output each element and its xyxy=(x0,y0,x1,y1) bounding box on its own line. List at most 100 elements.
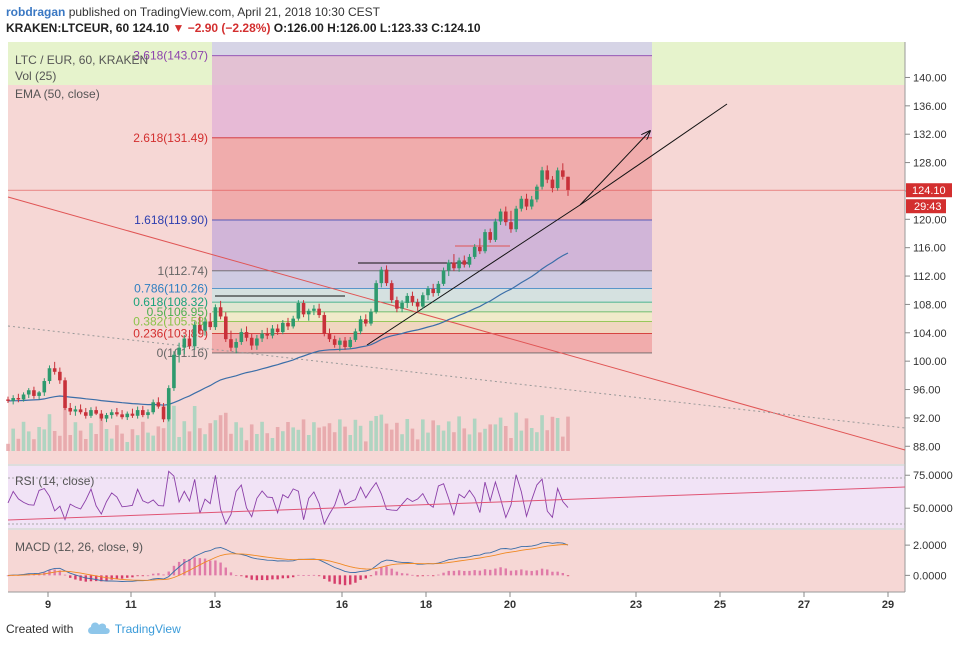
macd-hist-bar xyxy=(188,559,191,576)
candle-body xyxy=(11,398,15,401)
macd-hist-bar xyxy=(209,560,212,576)
candle-body xyxy=(281,322,285,333)
published-info: published on TradingView.com, April 21, … xyxy=(68,5,380,19)
countdown-box xyxy=(906,199,946,214)
volume-bar xyxy=(488,424,493,451)
macd-hist-bar xyxy=(380,566,383,576)
candle-body xyxy=(343,340,347,347)
macd-hist-bar xyxy=(359,575,362,580)
volume-bar xyxy=(21,421,26,451)
candle-body xyxy=(275,328,280,333)
last-price-box xyxy=(906,183,952,198)
macd-hist-bar xyxy=(494,568,497,576)
volume-bar xyxy=(270,438,275,451)
macd-hist-bar xyxy=(286,575,290,579)
macd-hist-bar xyxy=(514,570,518,576)
candle-body xyxy=(431,288,435,294)
time-tick-label: 11 xyxy=(125,599,137,611)
volume-bar xyxy=(218,415,223,451)
tradingview-brand[interactable]: TradingView xyxy=(114,622,181,636)
macd-hist-bar xyxy=(297,574,300,576)
macd-hist-bar xyxy=(198,558,202,576)
candle-body xyxy=(156,402,161,407)
fib-label: 0.236(103.89) xyxy=(133,327,208,341)
candle-body xyxy=(135,410,140,416)
volume-bar xyxy=(327,423,332,451)
volume-bar xyxy=(255,434,259,451)
macd-hist-bar xyxy=(271,575,274,580)
volume-bar xyxy=(338,419,342,451)
time-tick-label: 29 xyxy=(882,599,894,611)
macd-hist-bar xyxy=(354,575,357,583)
candle-body xyxy=(483,232,487,252)
macd-hist-bar xyxy=(307,574,310,576)
volume-bar xyxy=(363,441,368,451)
candle-body xyxy=(115,412,119,415)
price-tick-label: 108.00 xyxy=(913,299,947,311)
dotted-trend-line xyxy=(7,325,906,429)
time-tick-label: 23 xyxy=(630,599,642,611)
price-axis: 88.00 92.00 96.00 100.00 104.00 108.00 112.00 1… xyxy=(905,72,947,453)
candle-body xyxy=(353,331,358,340)
volume-bar xyxy=(514,412,518,451)
macd-hist-bar xyxy=(566,575,570,577)
volume-bar xyxy=(16,438,21,451)
candle-body xyxy=(462,260,467,265)
macd-hist-bar xyxy=(291,575,295,578)
macd-hist-bar xyxy=(255,575,259,581)
volume-bar xyxy=(156,426,161,451)
macd-hist-bar xyxy=(457,570,461,576)
fib-label: 0.786(110.26) xyxy=(134,281,208,295)
macd-hist-bar xyxy=(94,575,98,582)
macd-hist-bar xyxy=(333,575,336,584)
macd-hist-bar xyxy=(317,575,321,577)
price-tick-label: 132.00 xyxy=(913,129,947,141)
candle-body xyxy=(146,412,150,416)
author-name[interactable]: robdragan xyxy=(6,5,66,19)
volume-bar xyxy=(89,423,93,451)
candle-body xyxy=(384,269,389,284)
candle-body xyxy=(529,199,534,207)
macd-hist-bar xyxy=(349,575,352,585)
volume-bar xyxy=(436,425,441,451)
volume-bar xyxy=(301,419,306,451)
macd-hist-bar xyxy=(489,569,492,576)
candle-body xyxy=(249,337,254,346)
candle-body xyxy=(32,390,36,396)
fib-label: 1(112.74) xyxy=(158,264,208,278)
candle-body xyxy=(89,410,93,416)
candle-body xyxy=(255,338,259,346)
candle-body xyxy=(436,283,441,294)
candle-body xyxy=(301,303,306,315)
candle-body xyxy=(561,170,565,177)
candle-body xyxy=(286,322,290,327)
volume-bar xyxy=(317,427,321,451)
volume-bar xyxy=(312,422,316,451)
rsi-tick-label: 75.0000 xyxy=(913,470,953,482)
macd-hist-bar xyxy=(447,570,450,576)
volume-bar xyxy=(358,425,363,451)
macd-hist-bar xyxy=(219,562,222,576)
volume-bar xyxy=(519,430,524,451)
volume-bar xyxy=(135,435,140,451)
candle-body xyxy=(244,332,249,338)
rsi-tick-label: 50.0000 xyxy=(913,503,953,515)
candle-body xyxy=(218,307,223,317)
volume-bar xyxy=(291,427,295,451)
volume-bar xyxy=(306,435,311,451)
volume-bar xyxy=(379,414,384,451)
candle-body xyxy=(52,368,57,372)
volume-bar xyxy=(524,418,529,451)
volume-bar xyxy=(395,422,399,451)
macd-hist-bar xyxy=(276,575,279,580)
volume-bar xyxy=(26,431,31,451)
candle-body xyxy=(187,338,192,347)
target-arrow-1 xyxy=(579,131,650,206)
macd-hist-bar xyxy=(473,570,476,576)
price-tick-label: 96.00 xyxy=(913,385,941,397)
publish-header: robdragan published on TradingView.com, … xyxy=(6,4,380,20)
volume-bar xyxy=(405,419,410,451)
macd-hist-bar xyxy=(530,570,533,576)
candle-body xyxy=(37,392,41,396)
